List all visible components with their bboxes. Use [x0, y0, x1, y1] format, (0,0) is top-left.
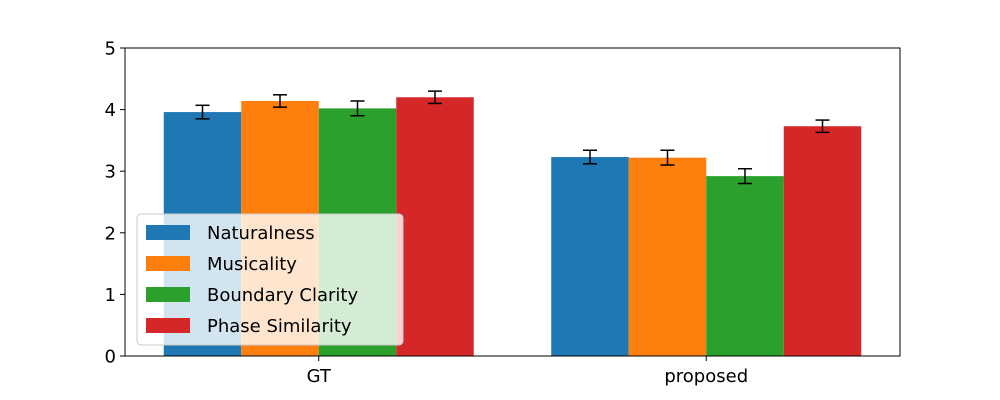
legend: Naturalness Musicality Boundary Clarity Pha… — [136, 213, 404, 346]
legend-swatch — [146, 287, 190, 302]
legend-swatch — [146, 225, 190, 240]
legend-item-boundary-clarity: Boundary Clarity — [146, 285, 358, 306]
y-tick-label: 1 — [105, 285, 116, 306]
y-tick-label: 2 — [105, 223, 116, 244]
legend-label: Musicality — [207, 254, 297, 275]
y-axis: 0 1 2 3 4 5 — [105, 39, 125, 368]
bar-phase-similarity-proposed — [783, 126, 862, 357]
bar-boundary-clarity-proposed — [706, 176, 784, 356]
error-bar-musicality-proposed — [660, 149, 675, 166]
error-bar-boundary-clarity-proposed — [738, 167, 752, 185]
legend-item-phase-similarity: Phase Similarity — [146, 316, 352, 337]
bar-musicality-proposed — [628, 157, 707, 356]
legend-label: Phase Similarity — [207, 316, 352, 337]
legend-label: Boundary Clarity — [207, 285, 358, 306]
plot-frame — [124, 47, 901, 357]
legend-item-musicality: Musicality — [146, 254, 297, 275]
error-bar-phase-similarity-proposed — [815, 119, 830, 134]
legend-box — [136, 213, 404, 346]
x-axis: GT proposed — [307, 356, 748, 387]
y-tick-label: 4 — [105, 100, 116, 121]
legend-label: Naturalness — [207, 223, 315, 244]
legend-swatch — [146, 318, 190, 333]
error-bars-layer — [195, 90, 830, 185]
error-bar-musicality-gt — [273, 94, 287, 108]
legend-item-naturalness: Naturalness — [146, 223, 315, 244]
error-bar-naturalness-proposed — [583, 149, 597, 165]
error-bar-phase-similarity-gt — [428, 90, 442, 105]
y-tick-label: 3 — [105, 162, 116, 183]
error-bar-naturalness-gt — [195, 104, 210, 120]
x-tick-label: GT — [307, 366, 332, 387]
y-tick-label: 0 — [105, 347, 116, 368]
legend-swatch — [146, 256, 190, 271]
y-tick-label: 5 — [105, 39, 116, 60]
bar-phase-similarity-gt — [396, 97, 474, 356]
error-bar-boundary-clarity-gt — [350, 100, 365, 117]
bar-naturalness-proposed — [551, 157, 629, 356]
x-tick-label: proposed — [664, 366, 748, 387]
